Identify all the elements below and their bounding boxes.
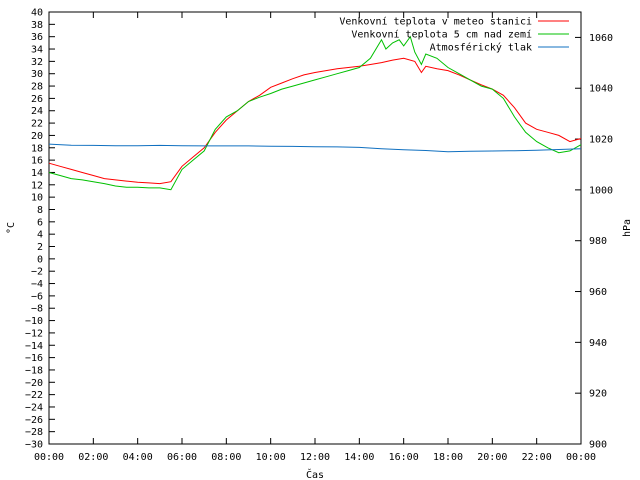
x-axis: 00:00 02:00 04:00 06:00 08:00 10:00 12:00 14:00… (34, 12, 596, 463)
y-tick-label: −6 (31, 291, 43, 302)
x-axis-label: Čas (306, 468, 324, 480)
x-tick-label: 08:00 (211, 452, 241, 463)
y-tick-label: 32 (31, 57, 43, 68)
y-tick-label: 34 (31, 45, 43, 56)
y-tick-label: 28 (31, 82, 43, 93)
y-tick-label: 24 (31, 106, 43, 117)
y-tick-label: −8 (31, 304, 43, 315)
y2-tick-label: 920 (589, 389, 607, 400)
y-tick-label: 4 (37, 230, 43, 241)
series-line-1 (48, 57, 582, 185)
y-axis-right: 1060 1040 1020 1000 980 960 940 920 900 (575, 33, 613, 451)
y-axis-label: °C (6, 222, 17, 234)
x-tick-label: 22:00 (522, 452, 552, 463)
x-tick-label: 16:00 (389, 452, 419, 463)
y-axis-left: 4038363432302826242220181614121086420−2−… (25, 8, 55, 451)
y-tick-label: 2 (37, 242, 43, 253)
y-tick-label: −28 (25, 427, 43, 438)
x-tick-label: 00:00 (566, 452, 596, 463)
x-tick-label: 04:00 (123, 452, 153, 463)
y-tick-label: −14 (25, 341, 43, 352)
series-line-2 (48, 35, 582, 191)
y2-tick-label: 960 (589, 287, 607, 298)
legend-label: Atmosférický tlak (430, 42, 532, 54)
y-tick-label: −18 (25, 365, 43, 376)
y-tick-label: 26 (31, 94, 43, 105)
series-lines (48, 35, 582, 191)
y2-axis-label: hPa (622, 219, 633, 237)
y-tick-label: 40 (31, 8, 43, 19)
y-tick-label: 18 (31, 143, 43, 154)
y-tick-label: −16 (25, 353, 43, 364)
plot-frame (48, 11, 582, 445)
y2-tick-label: 1020 (589, 135, 613, 146)
y2-tick-label: 900 (589, 440, 607, 451)
y-tick-label: 30 (31, 69, 43, 80)
legend-label: Venkovní teplota v meteo stanici (339, 16, 532, 28)
y-tick-label: 20 (31, 131, 43, 142)
y2-tick-label: 940 (589, 338, 607, 349)
series-line-3 (48, 143, 582, 153)
y-tick-label: 14 (31, 168, 43, 179)
x-tick-label: 10:00 (256, 452, 286, 463)
y-tick-label: −12 (25, 328, 43, 339)
y-tick-label: −4 (31, 279, 43, 290)
x-tick-label: 06:00 (167, 452, 197, 463)
y-tick-label: 8 (37, 205, 43, 216)
y-tick-label: −20 (25, 378, 43, 389)
y-tick-label: 6 (37, 217, 43, 228)
y-tick-label: 38 (31, 20, 43, 31)
x-tick-label: 18:00 (433, 452, 463, 463)
y-tick-label: −2 (31, 267, 43, 278)
x-tick-label: 20:00 (477, 452, 507, 463)
y-tick-label: −26 (25, 415, 43, 426)
legend: Venkovní teplota v meteo staniciVenkovní… (339, 16, 569, 54)
x-tick-label: 02:00 (78, 452, 108, 463)
y2-tick-label: 1000 (589, 185, 613, 196)
y-tick-label: 0 (37, 254, 43, 265)
x-tick-label: 14:00 (344, 452, 374, 463)
y-tick-label: 12 (31, 180, 43, 191)
y2-tick-label: 1040 (589, 84, 613, 95)
y-tick-label: 22 (31, 119, 43, 130)
x-tick-label: 12:00 (300, 452, 330, 463)
y2-tick-label: 980 (589, 236, 607, 247)
y-tick-label: −30 (25, 440, 43, 451)
y-tick-label: −22 (25, 390, 43, 401)
y-tick-label: 16 (31, 156, 43, 167)
y2-tick-label: 1060 (589, 33, 613, 44)
y-tick-label: −24 (25, 402, 43, 413)
y-tick-label: 36 (31, 32, 43, 43)
y-tick-label: −10 (25, 316, 43, 327)
x-tick-label: 00:00 (34, 452, 64, 463)
y-tick-label: 10 (31, 193, 43, 204)
legend-label: Venkovní teplota 5 cm nad zemí (351, 29, 532, 41)
